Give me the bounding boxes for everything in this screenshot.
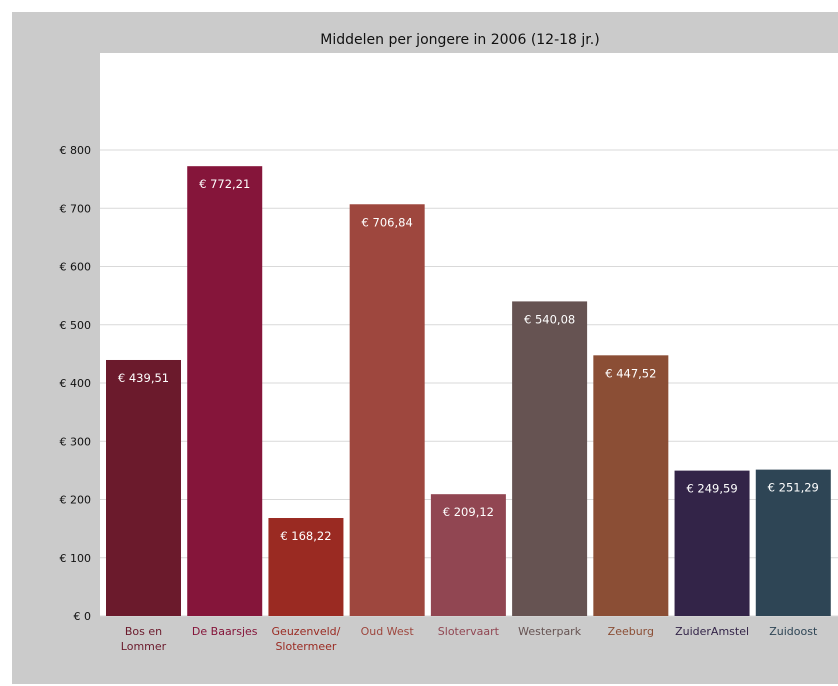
- x-category-label: Zeeburg: [608, 625, 654, 638]
- x-category-label: Slotermeer: [275, 640, 336, 653]
- y-tick-label: € 700: [60, 202, 92, 215]
- x-category-label: Westerpark: [518, 625, 582, 638]
- y-tick-label: € 800: [60, 144, 92, 157]
- bar: [755, 469, 831, 616]
- y-tick-label: € 500: [60, 319, 92, 332]
- x-category-label: Zuidoost: [769, 625, 818, 638]
- y-tick-label: € 600: [60, 261, 92, 274]
- bar-value-label: € 168,22: [280, 529, 331, 543]
- bar-chart: Middelen per jongere in 2006 (12-18 jr.)…: [60, 32, 838, 653]
- bar: [674, 470, 750, 616]
- x-category-label: Bos en: [125, 625, 162, 638]
- x-category-label: Lommer: [121, 640, 167, 653]
- bar: [430, 494, 506, 616]
- bar-value-label: € 540,08: [524, 312, 575, 326]
- bar-value-label: € 251,29: [768, 481, 819, 495]
- y-tick-label: € 0: [74, 610, 92, 623]
- chart-title: Middelen per jongere in 2006 (12-18 jr.): [320, 32, 599, 48]
- bar: [106, 359, 181, 616]
- x-category-label: Slotervaart: [438, 625, 500, 638]
- bar: [349, 204, 425, 617]
- bar-value-label: € 772,21: [199, 177, 250, 191]
- bar: [512, 301, 588, 616]
- x-category-label: De Baarsjes: [192, 625, 258, 638]
- chart-frame: Middelen per jongere in 2006 (12-18 jr.)…: [12, 12, 838, 684]
- y-tick-label: € 400: [60, 377, 92, 390]
- bar: [593, 355, 669, 616]
- bar-value-label: € 249,59: [686, 482, 737, 496]
- y-tick-label: € 100: [60, 552, 92, 565]
- bar-value-label: € 447,52: [605, 366, 656, 380]
- bar: [268, 518, 344, 616]
- y-tick-label: € 200: [60, 494, 92, 507]
- bar-value-label: € 439,51: [118, 371, 169, 385]
- x-category-label: ZuiderAmstel: [675, 625, 749, 638]
- bar-value-label: € 706,84: [362, 215, 413, 229]
- bar-value-label: € 209,12: [443, 505, 494, 519]
- x-category-label: Oud West: [361, 625, 415, 638]
- y-tick-label: € 300: [60, 435, 92, 448]
- bar: [187, 166, 263, 616]
- x-category-label: Geuzenveld/: [272, 625, 341, 638]
